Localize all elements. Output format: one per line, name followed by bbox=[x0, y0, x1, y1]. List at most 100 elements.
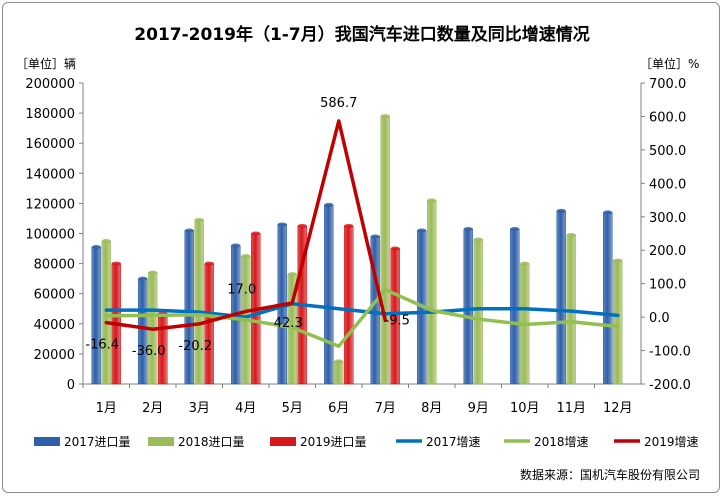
bar-cap bbox=[603, 210, 613, 215]
bar-cap bbox=[370, 234, 380, 239]
data-label-2019-5月: 42.3 bbox=[274, 316, 303, 331]
data-label-2019-1月: -16.4 bbox=[85, 338, 119, 353]
bar-2017进口量-12月 bbox=[603, 212, 613, 385]
right-tick-label: 600.0 bbox=[649, 110, 686, 125]
x-tick-label: 6月 bbox=[328, 401, 349, 416]
data-label-2019-6月: 586.7 bbox=[320, 96, 357, 111]
bar-cap bbox=[297, 223, 307, 228]
x-tick-label: 3月 bbox=[189, 401, 210, 416]
bar-2017进口量-1月 bbox=[91, 246, 101, 385]
bar-2017进口量-9月 bbox=[463, 228, 473, 385]
bar-cap bbox=[380, 114, 390, 119]
bar-2018进口量-6月 bbox=[334, 361, 344, 385]
bar-cap bbox=[463, 226, 473, 231]
chart-frame bbox=[2, 2, 720, 493]
bar-cap bbox=[417, 228, 427, 233]
bar-cap bbox=[111, 261, 121, 266]
bar-cap bbox=[566, 233, 576, 238]
left-tick-label: 0 bbox=[67, 378, 75, 393]
data-label-2019-7月: -9.5 bbox=[385, 313, 410, 328]
bar-cap bbox=[473, 237, 483, 242]
left-tick-label: 180000 bbox=[25, 107, 75, 122]
bar-cap bbox=[101, 239, 111, 244]
left-tick-label: 140000 bbox=[25, 167, 75, 182]
bar-cap bbox=[277, 222, 287, 227]
legend-label-2018进口量: 2018进口量 bbox=[178, 435, 245, 449]
right-tick-label: 300.0 bbox=[649, 211, 686, 226]
bar-2018进口量-3月 bbox=[194, 219, 204, 385]
bar-2018进口量-8月 bbox=[427, 200, 437, 385]
x-tick-label: 10月 bbox=[510, 401, 540, 416]
bar-cap bbox=[344, 223, 354, 228]
bar-cap bbox=[510, 226, 520, 231]
x-tick-label: 5月 bbox=[282, 401, 303, 416]
bar-cap bbox=[231, 243, 241, 248]
legend-label-2017进口量: 2017进口量 bbox=[64, 435, 131, 449]
legend-label-2017增速: 2017增速 bbox=[426, 435, 481, 449]
bar-cap bbox=[148, 270, 158, 275]
legend-label-2018增速: 2018增速 bbox=[534, 435, 589, 449]
bar-2017进口量-2月 bbox=[138, 278, 148, 385]
bar-cap bbox=[251, 231, 261, 236]
data-label-2019-3月: -20.2 bbox=[178, 339, 212, 354]
bar-cap bbox=[556, 208, 566, 213]
bar-cap bbox=[91, 245, 101, 250]
left-axis-unit: ［单位］辆 bbox=[16, 56, 76, 71]
right-tick-label: 0.0 bbox=[649, 311, 670, 326]
bar-cap bbox=[138, 276, 148, 281]
left-tick-label: 160000 bbox=[25, 137, 75, 152]
bar-cap bbox=[520, 261, 530, 266]
bar-2017进口量-6月 bbox=[324, 204, 334, 385]
x-tick-label: 4月 bbox=[235, 401, 256, 416]
left-tick-label: 80000 bbox=[34, 258, 75, 273]
x-tick-label: 12月 bbox=[603, 401, 633, 416]
left-tick-label: 20000 bbox=[34, 348, 75, 363]
x-tick-label: 7月 bbox=[375, 401, 396, 416]
bar-cap bbox=[324, 202, 334, 207]
bar-cap bbox=[204, 261, 214, 266]
legend-label-2019增速: 2019增速 bbox=[644, 435, 699, 449]
bar-2017进口量-3月 bbox=[184, 230, 194, 385]
bar-cap bbox=[184, 228, 194, 233]
x-tick-label: 8月 bbox=[421, 401, 442, 416]
bar-2018进口量-7月 bbox=[380, 115, 390, 385]
bar-cap bbox=[334, 359, 344, 364]
x-tick-label: 11月 bbox=[556, 401, 586, 416]
bar-cap bbox=[287, 272, 297, 277]
bar-2017进口量-11月 bbox=[556, 210, 566, 385]
legend: 2017进口量 2018进口量 2019进口量 2017增速 2018增速 2019增速 bbox=[34, 435, 699, 449]
bar-2019进口量-6月 bbox=[344, 225, 354, 385]
bar-cap bbox=[427, 198, 437, 203]
x-tick-label: 2月 bbox=[142, 401, 163, 416]
plot-area: 0 20000 40000 60000 80000 100000 120000 140000 1… bbox=[25, 77, 691, 416]
bar-cap bbox=[613, 258, 623, 263]
legend-swatch-2019进口量 bbox=[270, 437, 296, 446]
left-tick-label: 120000 bbox=[25, 197, 75, 212]
legend-label-2019进口量: 2019进口量 bbox=[300, 435, 367, 449]
bar-2018进口量-9月 bbox=[473, 239, 483, 385]
left-tick-label: 200000 bbox=[25, 77, 75, 92]
bar-2018进口量-12月 bbox=[613, 260, 623, 385]
data-source-note: 数据来源：国机汽车股份有限公司 bbox=[520, 467, 700, 482]
right-axis-unit: ［单位］% bbox=[640, 56, 699, 71]
bar-cap bbox=[390, 246, 400, 251]
data-label-2019-2月: -36.0 bbox=[132, 344, 166, 359]
x-tick-label: 9月 bbox=[468, 401, 489, 416]
left-tick-label: 60000 bbox=[34, 288, 75, 303]
left-tick-label: 40000 bbox=[34, 318, 75, 333]
line-2018增速 bbox=[104, 287, 620, 348]
bar-cap bbox=[241, 254, 251, 259]
chart-title: 2017-2019年（1-7月）我国汽车进口数量及同比增速情况 bbox=[134, 24, 589, 45]
right-tick-label: -200.0 bbox=[649, 378, 691, 393]
right-tick-label: 200.0 bbox=[649, 244, 686, 259]
legend-swatch-2018进口量 bbox=[148, 437, 174, 446]
line-2017增速 bbox=[104, 301, 620, 319]
bar-cap bbox=[194, 217, 204, 222]
right-tick-label: 700.0 bbox=[649, 77, 686, 92]
bar-2018进口量-1月 bbox=[101, 240, 111, 385]
right-tick-label: -100.0 bbox=[649, 345, 691, 360]
right-tick-label: 400.0 bbox=[649, 177, 686, 192]
right-tick-label: 500.0 bbox=[649, 144, 686, 159]
left-tick-label: 100000 bbox=[25, 228, 75, 243]
